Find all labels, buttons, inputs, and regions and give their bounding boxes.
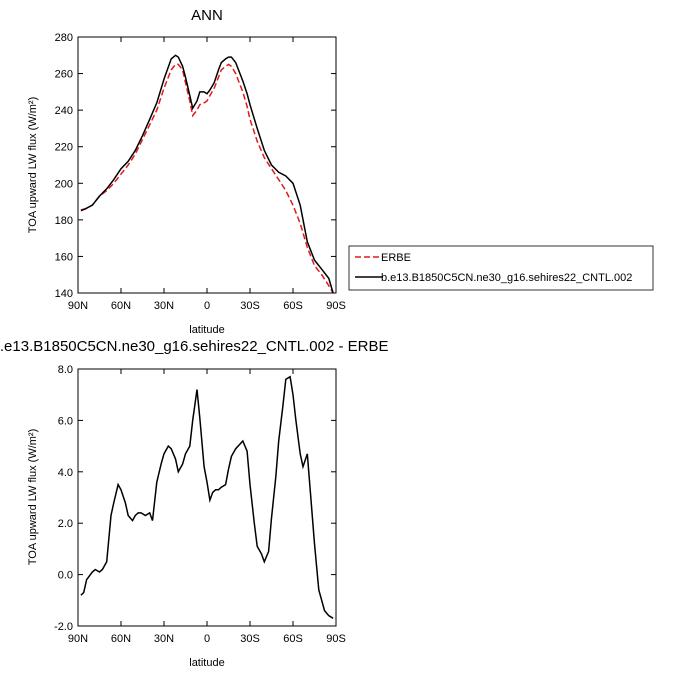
top-chart-title: ANN xyxy=(191,7,223,24)
series-line-erbe xyxy=(80,63,334,294)
series-line-diff-0 xyxy=(80,375,334,619)
x-tick-label: 90S xyxy=(326,633,346,645)
y-tick-label: -2.0 xyxy=(54,621,73,633)
top-panel: ANN 90N 60N 30N 0 30S 60S 90S 140 160 180 200 220 24… xyxy=(27,7,654,336)
y-tick-label: 4.0 xyxy=(58,467,73,479)
x-tick-label: 30N xyxy=(154,633,174,645)
x-tick-label: 90S xyxy=(326,300,346,312)
x-tick-label: 60N xyxy=(111,300,131,312)
x-tick-label: 30S xyxy=(240,633,260,645)
x-tick-label: 60N xyxy=(111,633,131,645)
x-tick-label: 60S xyxy=(283,633,303,645)
series-line-b xyxy=(80,54,334,294)
x-tick-label: 0 xyxy=(204,633,210,645)
y-tick-label: 260 xyxy=(55,69,73,81)
top-y-axis-label: TOA upward LW flux (W/m²) xyxy=(27,97,39,234)
x-tick-label: 90N xyxy=(68,300,88,312)
bottom-plot-area: 90N 60N 30N 0 30S 60S 90S -2.0 0.0 2.0 4.0 6.0 8.0 xyxy=(54,364,346,645)
top-plot-frame xyxy=(77,36,337,294)
bottom-chart-title: b.e13.B1850C5CN.ne30_g16.sehires22_CNTL.… xyxy=(0,338,388,355)
y-tick-label: 8.0 xyxy=(58,364,73,376)
x-tick-label: 60S xyxy=(283,300,303,312)
bottom-panel: b.e13.B1850C5CN.ne30_g16.sehires22_CNTL.… xyxy=(0,338,388,669)
y-tick-label: 0.0 xyxy=(58,570,73,582)
bottom-y-axis-label: TOA upward LW flux (W/m²) xyxy=(27,429,39,566)
y-tick-label: 6.0 xyxy=(58,415,73,427)
x-tick-label: 90N xyxy=(68,633,88,645)
legend-label-erbe: ERBE xyxy=(381,252,411,264)
y-tick-label: 2.0 xyxy=(58,518,73,530)
legend-label-model: b.e13.B1850C5CN.ne30_g16.sehires22_CNTL.… xyxy=(381,272,632,284)
top-x-axis-label: latitude xyxy=(189,324,224,336)
y-tick-label: 140 xyxy=(55,288,73,300)
legend: ERBE b.e13.B1850C5CN.ne30_g16.sehires22_… xyxy=(348,245,654,291)
legend-box xyxy=(348,245,654,291)
top-plot-area: 90N 60N 30N 0 30S 60S 90S 140 160 180 200 220 240 260… xyxy=(55,32,346,312)
y-tick-label: 200 xyxy=(55,178,73,190)
y-tick-label: 160 xyxy=(55,251,73,263)
x-tick-label: 30N xyxy=(154,300,174,312)
bottom-x-axis-label: latitude xyxy=(189,657,224,669)
y-tick-label: 240 xyxy=(55,105,73,117)
y-tick-label: 220 xyxy=(55,142,73,154)
y-tick-label: 180 xyxy=(55,215,73,227)
x-tick-label: 0 xyxy=(204,300,210,312)
bottom-plot-frame xyxy=(77,368,337,627)
x-tick-label: 30S xyxy=(240,300,260,312)
y-tick-label: 280 xyxy=(55,32,73,44)
